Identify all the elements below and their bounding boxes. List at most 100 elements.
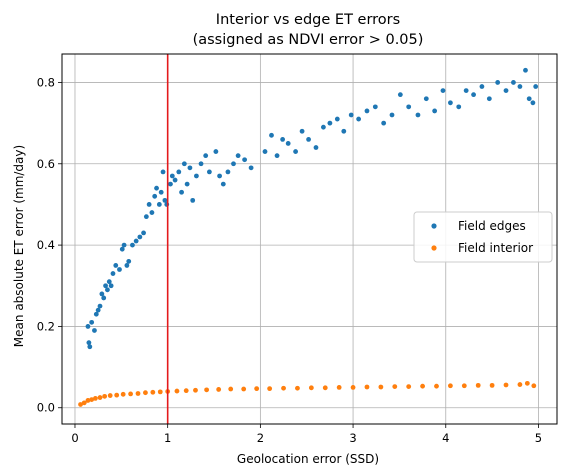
data-point [158,189,164,195]
data-point [105,287,110,293]
data-point [364,384,370,390]
data-point [415,112,421,118]
data-point [517,84,523,89]
data-point [479,84,485,89]
series-field-interior [78,380,537,407]
series-field-edges [85,67,539,350]
data-point [241,386,247,392]
data-point [381,120,387,126]
data-point [456,104,462,110]
y-tick-label: 0.2 [37,319,55,333]
data-point [137,234,143,240]
data-point [143,214,149,220]
data-point [160,169,166,175]
data-point [321,124,326,130]
data-point [350,385,356,390]
data-point [356,116,362,122]
data-point [378,384,384,390]
data-point [523,67,528,73]
data-point [85,324,91,329]
data-point [293,149,298,154]
data-point [327,120,333,126]
data-point [92,395,98,401]
data-point [99,291,105,297]
data-point [194,173,199,179]
data-point [447,100,453,106]
data-point [121,242,127,248]
data-point [198,161,204,167]
data-point [119,246,125,252]
data-point [216,387,222,392]
data-point [156,202,162,207]
data-point [193,387,198,393]
data-point [120,391,126,397]
data-point [203,153,209,159]
chart-title-line-2: (assigned as NDVI error > 0.05) [193,32,424,48]
data-point [162,197,168,203]
data-point [471,92,476,98]
data-point [92,328,97,333]
legend-marker-field-interior [431,245,437,251]
data-point [341,128,347,134]
data-point [97,395,103,400]
data-point [235,153,241,159]
data-point [262,149,268,154]
data-point [461,383,467,389]
data-point [107,393,113,398]
data-point [113,263,119,268]
data-point [128,391,133,397]
data-point [81,400,87,406]
data-point [299,128,305,134]
data-point [248,165,254,171]
data-point [269,132,274,138]
data-point [184,181,190,187]
data-point [89,397,95,403]
data-point [135,391,141,396]
data-point [179,189,184,195]
data-point [213,149,219,154]
data-point [526,96,532,102]
data-point [267,386,273,392]
x-axis-label: Geolocation error (SSD) [237,452,379,466]
x-tick-label: 4 [442,431,449,445]
data-point [108,283,114,289]
legend-box [413,211,553,263]
x-tick-label: 2 [257,431,264,445]
data-point [313,145,319,150]
data-point [285,141,291,146]
x-tick-label: 5 [535,431,542,445]
data-point [117,267,122,272]
data-point [489,382,495,388]
y-tick-label: 0.6 [37,157,55,171]
data-point [524,380,530,386]
data-point [157,389,163,395]
data-point [225,169,231,175]
data-point [102,393,108,399]
data-point [495,80,501,85]
data-point [242,157,248,163]
data-point [322,385,328,391]
legend-label-field-interior: Field interior [458,241,533,255]
data-point [204,387,210,393]
data-point [220,181,226,187]
data-point [130,242,135,248]
data-point [152,193,158,199]
series-layer [78,67,539,407]
data-point [169,173,175,179]
data-point [176,169,182,175]
data-point [447,383,453,389]
y-tick-label: 0.0 [37,401,55,415]
data-point [187,165,193,171]
data-point [306,136,311,142]
data-point [274,153,280,159]
data-point [143,390,148,396]
data-point [503,382,509,388]
y-tick-label: 0.8 [37,75,55,89]
data-point [406,104,412,110]
data-point [475,382,481,388]
data-point [308,385,314,391]
data-point [295,385,300,391]
plot-frame [61,53,558,425]
data-point [181,161,187,167]
data-point [183,388,189,394]
